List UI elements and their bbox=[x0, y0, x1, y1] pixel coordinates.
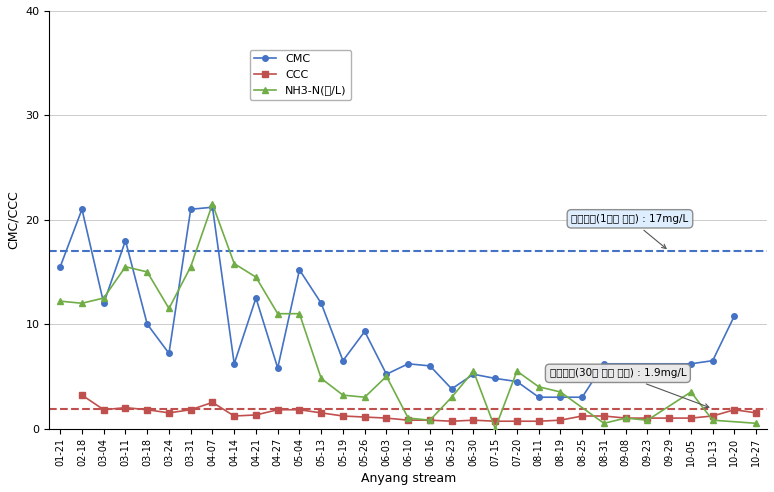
NH3-N(㎎/L) bbox=[621, 415, 630, 421]
CMC bbox=[687, 361, 696, 367]
NH3-N(㎎/L) bbox=[56, 298, 65, 304]
NH3-N(㎎/L) bbox=[186, 264, 195, 270]
CMC bbox=[77, 206, 87, 212]
CMC bbox=[577, 394, 587, 400]
CMC bbox=[360, 329, 369, 335]
CCC bbox=[512, 418, 522, 424]
CCC bbox=[534, 418, 543, 424]
NH3-N(㎎/L) bbox=[687, 389, 696, 395]
CCC bbox=[491, 418, 500, 424]
CCC bbox=[687, 415, 696, 421]
NH3-N(㎎/L) bbox=[642, 417, 652, 423]
CCC bbox=[186, 407, 195, 413]
NH3-N(㎎/L) bbox=[599, 420, 608, 426]
NH3-N(㎎/L) bbox=[425, 417, 434, 423]
CCC bbox=[230, 413, 239, 419]
CMC bbox=[121, 238, 130, 244]
CCC bbox=[447, 418, 457, 424]
CMC bbox=[599, 361, 608, 367]
Y-axis label: CMC/CCC: CMC/CCC bbox=[7, 190, 20, 249]
NH3-N(㎎/L) bbox=[142, 269, 152, 275]
CCC bbox=[317, 410, 326, 416]
CCC bbox=[99, 407, 108, 413]
CMC bbox=[425, 363, 434, 369]
CCC bbox=[273, 407, 283, 413]
NH3-N(㎎/L) bbox=[273, 311, 283, 317]
CCC bbox=[665, 415, 674, 421]
NH3-N(㎎/L) bbox=[403, 415, 413, 421]
CCC bbox=[708, 413, 717, 419]
CCC bbox=[338, 413, 348, 419]
Line: NH3-N(㎎/L): NH3-N(㎎/L) bbox=[57, 201, 759, 431]
NH3-N(㎎/L) bbox=[382, 373, 391, 379]
CMC bbox=[56, 264, 65, 270]
CCC bbox=[621, 415, 630, 421]
CCC bbox=[295, 407, 304, 413]
CCC bbox=[207, 400, 217, 405]
CCC bbox=[556, 417, 565, 423]
CMC bbox=[186, 206, 195, 212]
CCC bbox=[425, 417, 434, 423]
CMC bbox=[273, 365, 283, 371]
Text: 만성기준(30일 이동 평균) : 1.9mg/L: 만성기준(30일 이동 평균) : 1.9mg/L bbox=[550, 369, 709, 408]
CCC bbox=[360, 414, 369, 420]
CCC bbox=[382, 415, 391, 421]
CCC bbox=[142, 407, 152, 413]
NH3-N(㎎/L) bbox=[230, 261, 239, 267]
NH3-N(㎎/L) bbox=[77, 300, 87, 306]
NH3-N(㎎/L) bbox=[121, 264, 130, 270]
CMC bbox=[295, 267, 304, 273]
Line: CCC: CCC bbox=[79, 392, 759, 424]
CCC bbox=[77, 392, 87, 398]
CMC bbox=[730, 313, 739, 319]
NH3-N(㎎/L) bbox=[207, 201, 217, 207]
NH3-N(㎎/L) bbox=[752, 420, 761, 426]
Legend: CMC, CCC, NH3-N(㎎/L): CMC, CCC, NH3-N(㎎/L) bbox=[250, 50, 351, 100]
CMC bbox=[164, 350, 173, 356]
CMC bbox=[99, 300, 108, 306]
CMC bbox=[142, 321, 152, 327]
CMC bbox=[382, 371, 391, 377]
CCC bbox=[642, 415, 652, 421]
NH3-N(㎎/L) bbox=[491, 426, 500, 431]
CCC bbox=[469, 417, 478, 423]
CMC bbox=[207, 204, 217, 210]
CMC bbox=[230, 361, 239, 367]
X-axis label: Anyang stream: Anyang stream bbox=[361, 472, 456, 485]
CMC bbox=[512, 379, 522, 385]
CMC bbox=[252, 295, 261, 301]
NH3-N(㎎/L) bbox=[252, 274, 261, 280]
NH3-N(㎎/L) bbox=[360, 394, 369, 400]
CMC bbox=[708, 358, 717, 364]
NH3-N(㎎/L) bbox=[317, 375, 326, 381]
CCC bbox=[599, 413, 608, 419]
CCC bbox=[752, 410, 761, 416]
NH3-N(㎎/L) bbox=[534, 384, 543, 390]
NH3-N(㎎/L) bbox=[295, 311, 304, 317]
CCC bbox=[403, 417, 413, 423]
CMC bbox=[534, 394, 543, 400]
NH3-N(㎎/L) bbox=[447, 394, 457, 400]
NH3-N(㎎/L) bbox=[512, 368, 522, 374]
Line: CMC: CMC bbox=[57, 205, 737, 400]
CCC bbox=[252, 412, 261, 418]
NH3-N(㎎/L) bbox=[338, 392, 348, 398]
Text: 급성기준(1시간 평균) : 17mg/L: 급성기준(1시간 평균) : 17mg/L bbox=[571, 214, 689, 248]
CMC bbox=[317, 300, 326, 306]
CCC bbox=[121, 405, 130, 411]
CMC bbox=[447, 386, 457, 392]
CCC bbox=[577, 413, 587, 419]
NH3-N(㎎/L) bbox=[708, 417, 717, 423]
NH3-N(㎎/L) bbox=[164, 306, 173, 311]
CMC bbox=[556, 394, 565, 400]
CCC bbox=[730, 407, 739, 413]
CCC bbox=[164, 410, 173, 416]
NH3-N(㎎/L) bbox=[469, 368, 478, 374]
NH3-N(㎎/L) bbox=[556, 389, 565, 395]
CMC bbox=[491, 375, 500, 381]
NH3-N(㎎/L) bbox=[99, 295, 108, 301]
CMC bbox=[338, 358, 348, 364]
CMC bbox=[469, 371, 478, 377]
CMC bbox=[403, 361, 413, 367]
